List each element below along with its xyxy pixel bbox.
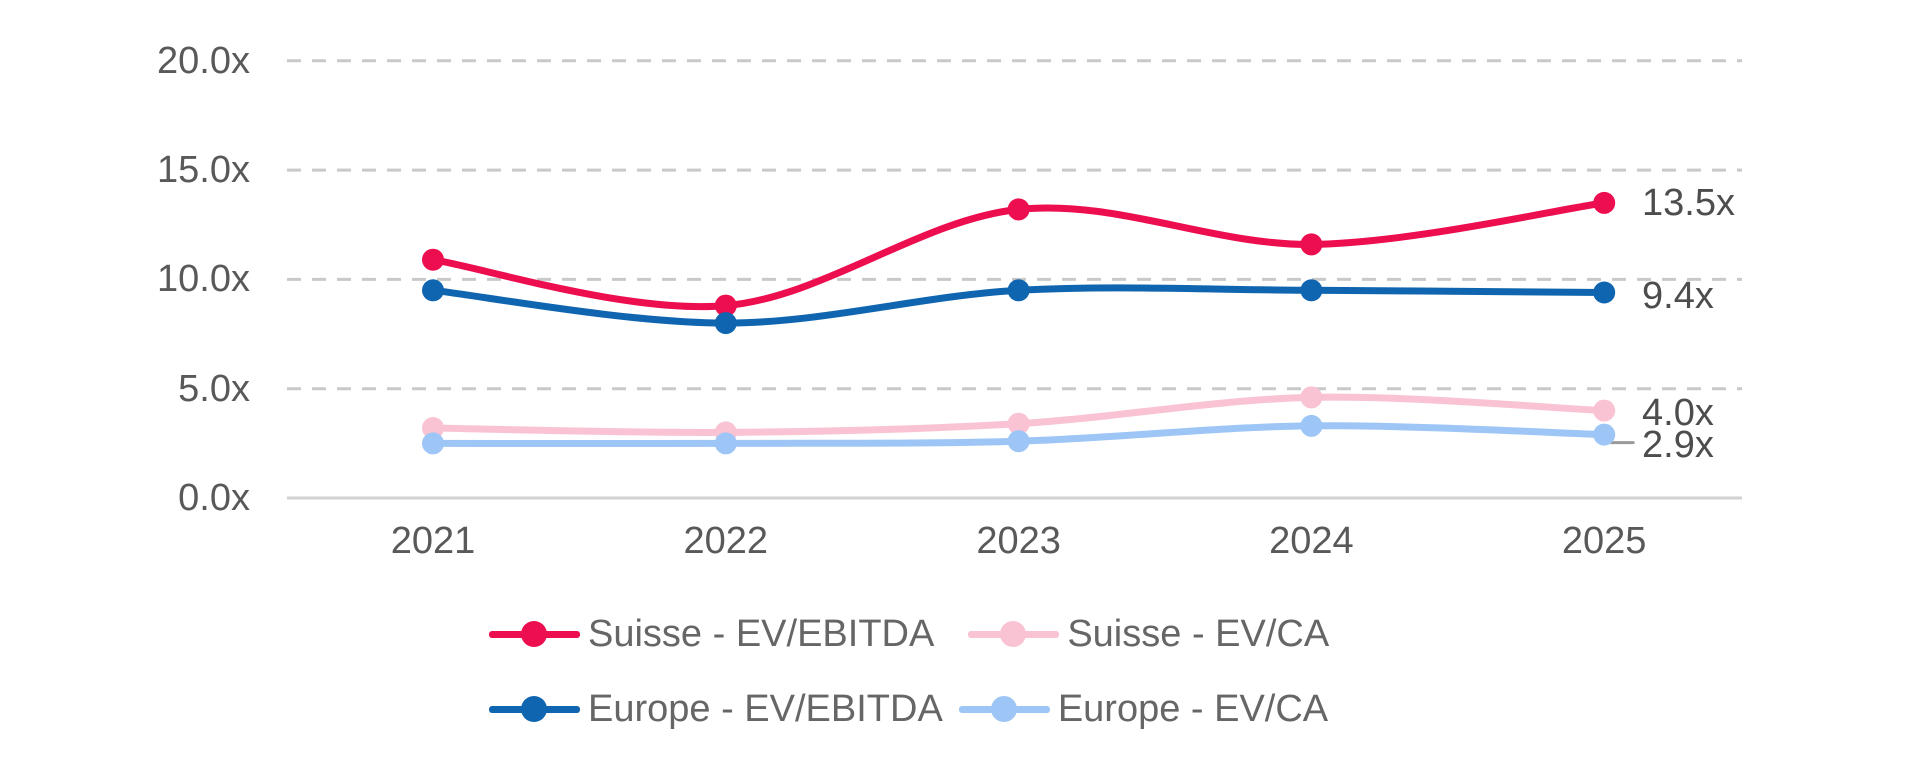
x-axis-tick-label: 2024 [1269,520,1354,562]
legend-item-europe-ev-ca: Europe - EV/CA [958,685,1329,733]
legend-marker-dot [521,696,547,722]
y-axis-tick-label: 10.0x [157,258,250,301]
legend-marker-line-dot [968,620,1060,648]
legend-marker-dot [1000,621,1027,647]
legend-marker-line-dot [958,695,1050,723]
legend-marker-line-dot [489,620,580,648]
legend-label: Suisse - EV/EBITDA [588,613,935,655]
legend-row-2: Europe - EV/EBITDA Europe - EV/CA [489,685,1328,733]
end-label-suisse-ev-ca: 4.0x [1642,391,1714,434]
legend-label: Suisse - EV/CA [1067,613,1330,655]
y-axis-tick-label: 15.0x [157,149,250,192]
legend-marker-dot [990,696,1017,722]
x-axis-tick-label: 2025 [1561,520,1647,562]
y-axis-tick-label: 0.0x [178,477,250,519]
legend-item-suisse-ev-ca: Suisse - EV/CA [968,610,1329,658]
legend-marker-line-dot [489,695,580,723]
x-axis-tick-label: 2021 [390,520,476,562]
legend-row-1: Suisse - EV/EBITDA Suisse - EV/CA [489,610,1329,658]
end-label-europe-ev-ca: 2.9x [1642,423,1714,466]
end-label-europe-ev-ebitda: 9.4x [1642,274,1714,317]
legend-marker-dot [521,621,547,647]
x-axis-tick-label: 2022 [683,520,769,562]
end-label-suisse-ev-ebitda: 13.5x [1642,181,1735,224]
legend-item-europe-ev-ebitda: Europe - EV/EBITDA [489,685,943,733]
y-axis-tick-label: 20.0x [157,39,250,82]
legend-label: Europe - EV/EBITDA [588,688,943,730]
legend-label: Europe - EV/CA [1057,688,1329,730]
x-axis-tick-label: 2023 [976,520,1061,562]
legend-item-suisse-ev-ebitda: Suisse - EV/EBITDA [489,610,934,658]
y-axis-tick-label: 5.0x [178,367,250,410]
